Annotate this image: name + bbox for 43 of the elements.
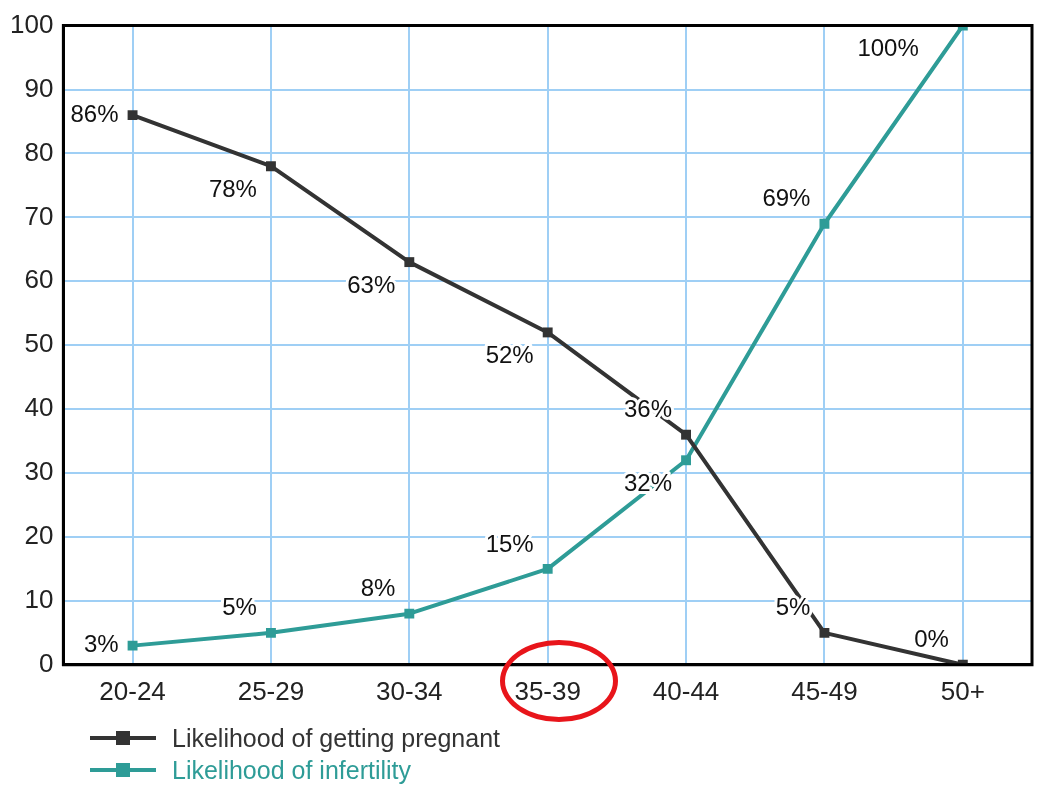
x-tick-label: 35-39 bbox=[514, 675, 581, 706]
point bbox=[681, 429, 692, 440]
data-label: 100% bbox=[857, 34, 919, 62]
data-label: 69% bbox=[762, 184, 811, 212]
data-label: 78% bbox=[208, 174, 257, 202]
y-tick-label: 30 bbox=[24, 456, 54, 487]
y-tick-label: 50 bbox=[24, 328, 54, 359]
y-tick-label: 20 bbox=[24, 520, 54, 551]
x-tick-label: 30-34 bbox=[376, 675, 443, 706]
point bbox=[542, 563, 553, 574]
point bbox=[404, 608, 415, 619]
point bbox=[404, 257, 415, 268]
data-label: 0% bbox=[914, 625, 949, 653]
point bbox=[819, 627, 830, 638]
data-label: 5% bbox=[222, 593, 257, 621]
point bbox=[265, 161, 276, 172]
data-label: 86% bbox=[70, 99, 119, 127]
y-tick-label: 100 bbox=[9, 8, 54, 39]
y-tick-label: 60 bbox=[24, 264, 54, 295]
point bbox=[265, 627, 276, 638]
x-tick-label: 20-24 bbox=[99, 675, 166, 706]
point bbox=[542, 327, 553, 338]
data-label: 52% bbox=[485, 341, 534, 369]
data-label: 3% bbox=[83, 630, 119, 658]
point bbox=[127, 640, 138, 651]
data-label: 8% bbox=[360, 574, 396, 602]
legend-label: Likelihood of getting pregnant bbox=[172, 723, 501, 754]
data-label: 15% bbox=[485, 529, 534, 557]
x-tick-label: 45-49 bbox=[791, 675, 858, 706]
y-tick-label: 80 bbox=[24, 136, 54, 167]
point bbox=[127, 110, 138, 121]
y-tick-label: 10 bbox=[24, 584, 54, 615]
y-tick-label: 0 bbox=[38, 647, 54, 678]
point bbox=[681, 455, 692, 466]
x-tick-label: 25-29 bbox=[237, 675, 305, 706]
legend-label: Likelihood of infertility bbox=[172, 755, 412, 786]
x-tick-label: 50+ bbox=[940, 675, 985, 706]
y-tick-label: 90 bbox=[24, 72, 54, 103]
y-tick-label: 40 bbox=[24, 392, 54, 423]
y-tick-label: 70 bbox=[24, 200, 54, 231]
x-tick-label: 40-44 bbox=[652, 675, 720, 706]
point bbox=[819, 218, 830, 229]
data-label: 63% bbox=[347, 270, 396, 298]
